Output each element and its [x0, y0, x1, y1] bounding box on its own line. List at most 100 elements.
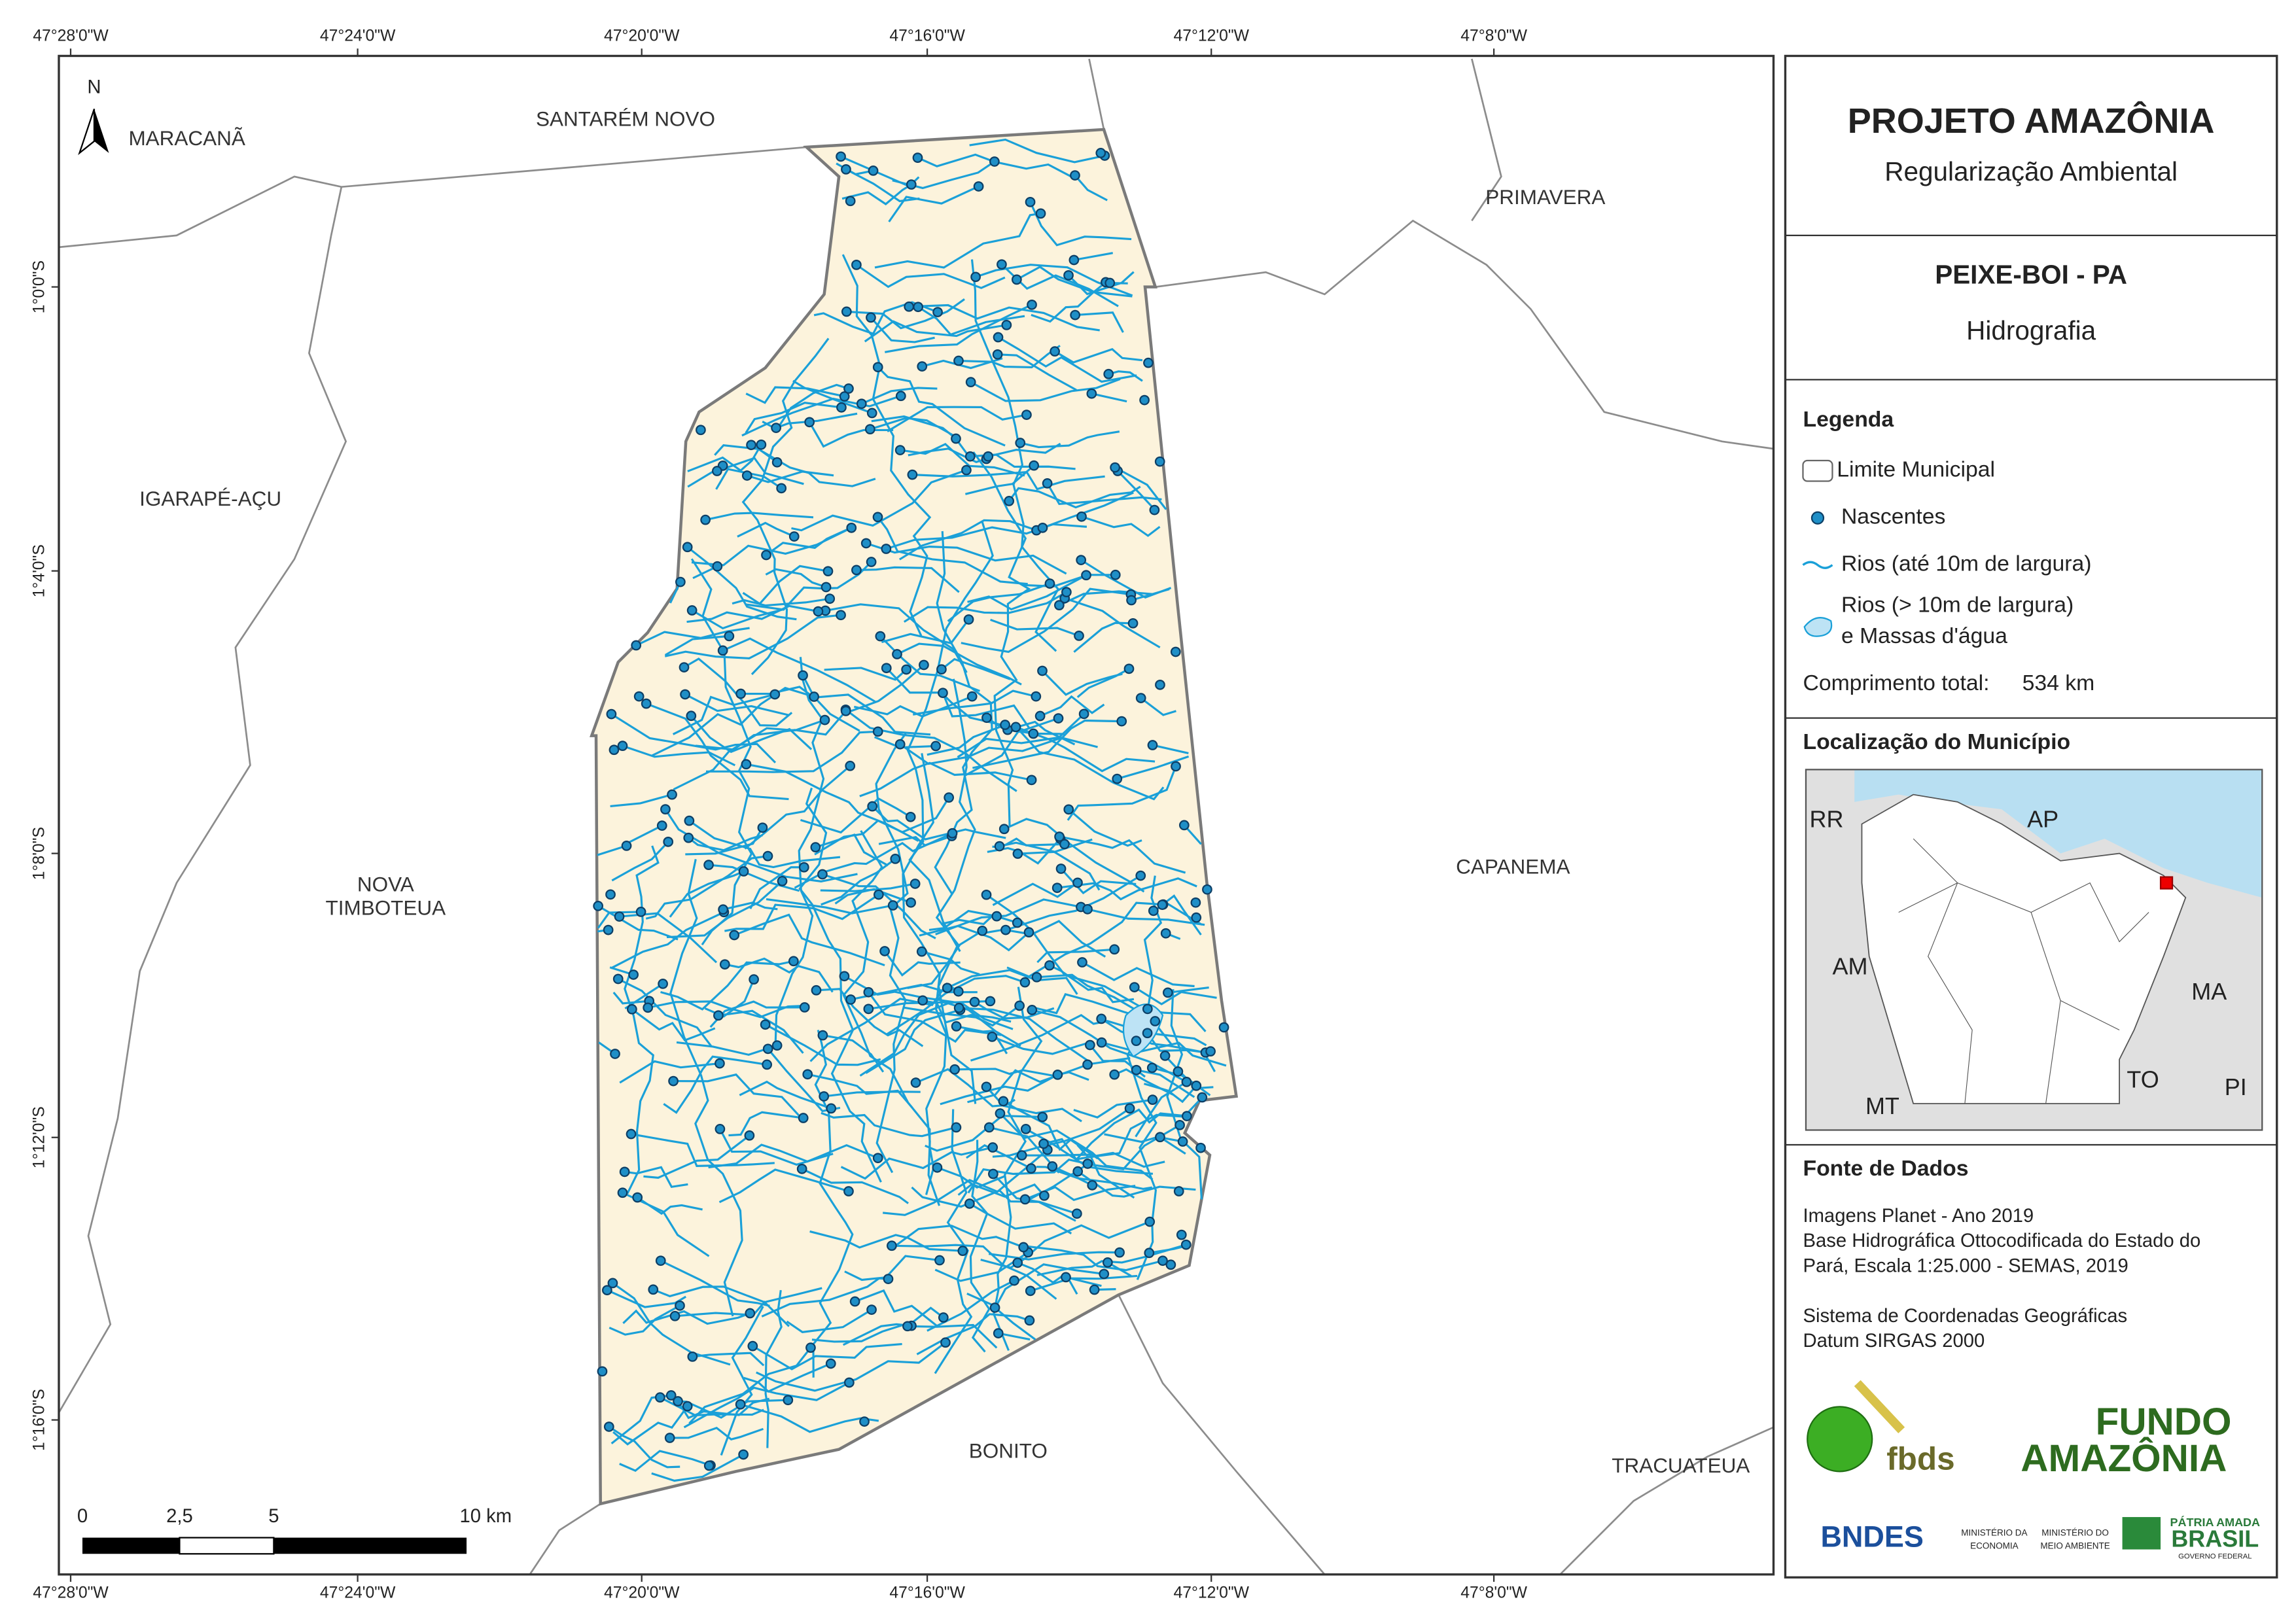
legend-title: Legenda — [1803, 407, 1894, 432]
spring — [987, 1168, 998, 1179]
river — [1075, 1108, 1188, 1161]
river — [791, 469, 967, 532]
river — [609, 1304, 680, 1336]
spring — [664, 1433, 675, 1443]
spring — [617, 741, 628, 752]
river — [853, 695, 973, 718]
scale-segment — [82, 1537, 180, 1554]
spring — [703, 1460, 715, 1471]
spring — [1039, 1190, 1050, 1201]
spring — [724, 631, 735, 642]
spring — [905, 811, 916, 822]
river — [899, 737, 1098, 765]
spring — [1026, 1163, 1036, 1174]
river — [664, 809, 858, 882]
river — [1076, 667, 1130, 698]
boundary — [1155, 219, 1774, 450]
river-trunk — [1126, 875, 1163, 1280]
spring — [1180, 1239, 1192, 1250]
river — [708, 1143, 879, 1169]
spring — [987, 1142, 998, 1153]
spring — [845, 760, 856, 771]
spring — [917, 361, 928, 372]
spring — [819, 714, 830, 725]
river — [691, 608, 784, 630]
river-trunk — [720, 1306, 764, 1456]
inset-map — [1805, 769, 2263, 1130]
place-label: SANTARÉM NOVO — [536, 107, 715, 131]
top-coordinate: 47°24'0"W — [320, 27, 396, 45]
river — [967, 1158, 1088, 1194]
river — [855, 1289, 938, 1327]
spring — [1190, 897, 1201, 908]
river-trunk — [1166, 989, 1203, 1200]
spring — [817, 869, 828, 880]
north-arrow-left — [78, 109, 96, 156]
spring — [940, 1337, 951, 1348]
boundary — [529, 1503, 601, 1575]
spring — [1070, 309, 1081, 321]
spring — [856, 398, 867, 410]
river — [1017, 850, 1101, 891]
river — [1117, 470, 1155, 510]
river — [741, 686, 860, 732]
spring — [747, 1340, 758, 1352]
spring — [919, 659, 929, 671]
river — [643, 1134, 751, 1179]
spring — [1074, 631, 1084, 641]
spring — [1135, 693, 1146, 703]
river — [669, 1426, 764, 1441]
spring — [788, 531, 800, 542]
spring — [917, 995, 928, 1006]
spring — [1044, 578, 1055, 589]
place-label: PRIMAVERA — [1485, 185, 1605, 209]
spring — [809, 691, 819, 702]
spring — [901, 664, 912, 675]
river — [766, 898, 893, 915]
river — [814, 797, 950, 856]
spring — [1085, 1039, 1095, 1051]
spring — [895, 391, 906, 402]
river — [816, 988, 924, 1047]
river — [1087, 908, 1205, 926]
spring — [846, 522, 857, 533]
river — [1091, 393, 1127, 403]
river — [1039, 695, 1105, 717]
spring — [1059, 839, 1070, 850]
river — [752, 1342, 902, 1370]
spring — [1110, 462, 1120, 473]
spring — [819, 1091, 830, 1102]
river — [845, 168, 920, 203]
spring — [761, 550, 771, 561]
river — [647, 1000, 810, 1019]
river — [925, 1115, 1043, 1152]
river — [747, 470, 834, 483]
spring — [641, 698, 652, 709]
river — [651, 686, 815, 757]
river — [631, 1133, 775, 1167]
river — [683, 1382, 850, 1429]
spring — [843, 1186, 854, 1196]
spring — [836, 610, 846, 621]
river — [822, 1034, 885, 1073]
spring — [719, 959, 730, 970]
spring — [1096, 1013, 1107, 1024]
river — [724, 894, 879, 932]
river — [1167, 986, 1209, 994]
river — [877, 366, 1006, 447]
spring — [1131, 1064, 1142, 1075]
river-trunk — [993, 986, 1043, 1352]
river — [686, 546, 797, 621]
source-line: Sistema de Coordenadas Geográficas — [1803, 1306, 2127, 1327]
river — [997, 336, 1137, 383]
spring — [741, 470, 752, 481]
river — [637, 1196, 703, 1215]
inset-label: MT — [1865, 1092, 1899, 1119]
spring — [1055, 864, 1067, 874]
spring — [673, 1396, 683, 1406]
river — [885, 975, 1025, 1036]
spring — [788, 956, 799, 967]
river — [1073, 621, 1133, 653]
river — [1133, 986, 1217, 1005]
spring — [910, 1077, 921, 1088]
